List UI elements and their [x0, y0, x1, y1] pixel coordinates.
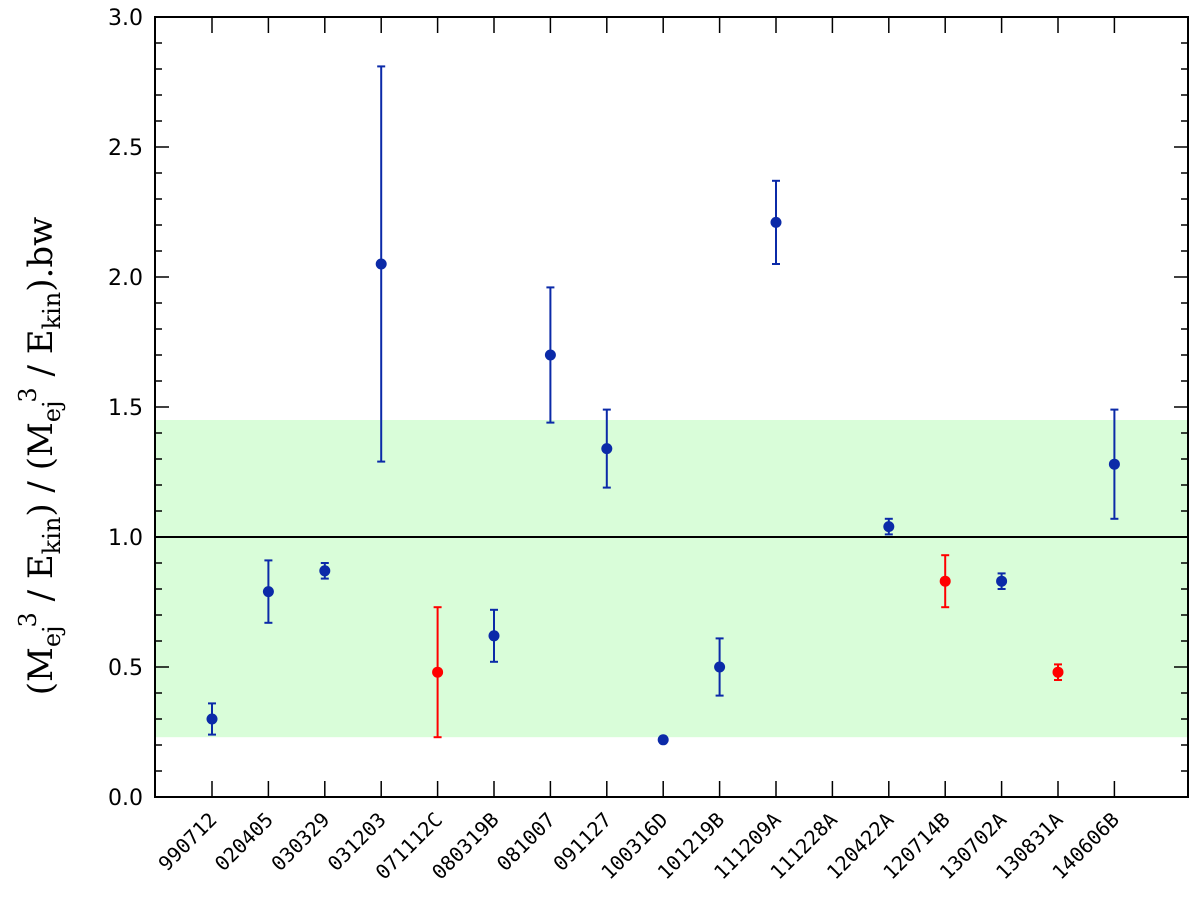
data-point [375, 258, 387, 270]
data-point [714, 661, 726, 673]
y-axis-label: (Mej3 / Ekin) / (Mej3 / Ekin).bw [14, 217, 66, 695]
y-label-part: (M [21, 647, 61, 695]
x-category-label: 990712 [153, 808, 221, 876]
y-label-subscript: ej [38, 626, 66, 648]
data-point [996, 575, 1008, 587]
y-label-subscript: kin [38, 292, 66, 330]
y-tick-label: 3.0 [108, 6, 143, 31]
shaded-band [155, 420, 1188, 738]
data-point [1052, 666, 1064, 678]
y-label-subscript: kin [38, 517, 66, 555]
data-point [1108, 458, 1120, 470]
data-point [601, 443, 613, 455]
data-point [319, 565, 331, 577]
y-label-superscript: 3 [14, 387, 42, 402]
y-tick-label: 1.5 [108, 396, 143, 421]
y-tick-label: 2.0 [108, 266, 143, 291]
x-category-label: 020405 [210, 808, 278, 876]
y-label-part: / E [21, 554, 61, 612]
y-tick-label: 0.5 [108, 656, 143, 681]
shaded-band-layer [155, 420, 1188, 738]
data-points-layer [206, 65, 1120, 746]
data-point [770, 216, 782, 228]
y-label-superscript: 3 [14, 612, 42, 627]
data-point [657, 734, 669, 746]
data-point [544, 349, 556, 361]
x-category-label: 030329 [266, 808, 334, 876]
y-label-part: ) / (M [21, 422, 61, 516]
data-point [262, 586, 274, 598]
y-label-part: ).bw [21, 217, 61, 292]
y-tick-label: 2.5 [108, 136, 143, 161]
data-point [883, 521, 895, 533]
data-point [206, 713, 218, 725]
data-point [432, 666, 444, 678]
y-tick-label: 0.0 [108, 786, 143, 811]
y-tick-label: 1.0 [108, 526, 143, 551]
data-point [488, 630, 500, 642]
y-label-part: / E [21, 329, 61, 387]
x-category-label: 081007 [492, 808, 560, 876]
y-label-subscript: ej [38, 401, 66, 423]
data-point [939, 575, 951, 587]
